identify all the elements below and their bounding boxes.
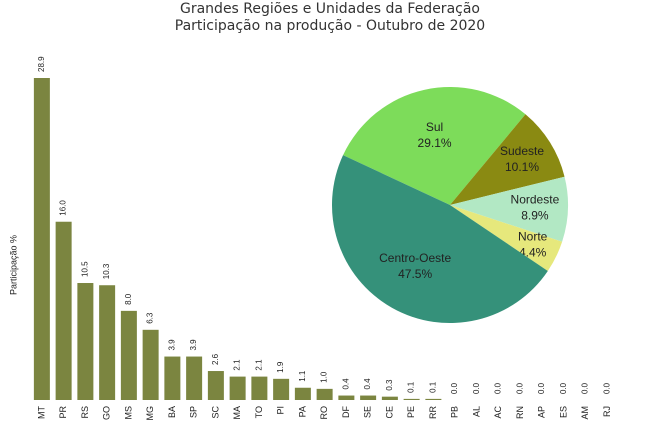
bar: [403, 398, 420, 400]
x-tick-label: SE: [363, 406, 373, 418]
x-tick-label: MG: [145, 406, 155, 421]
x-tick-label: AL: [471, 406, 481, 417]
x-tick-label: MS: [123, 406, 133, 420]
x-tick-label: BA: [167, 406, 177, 418]
x-tick-label: SP: [189, 406, 199, 418]
slice-value: 8.9%: [521, 208, 549, 222]
value-label: 3.9: [167, 339, 176, 351]
bar: [164, 356, 181, 400]
x-tick-label: SC: [210, 406, 220, 419]
bar: [360, 395, 377, 400]
value-label: 0.4: [341, 378, 350, 390]
x-tick-label: GO: [102, 406, 112, 420]
bar: [294, 387, 311, 400]
bar: [425, 398, 442, 400]
value-label: 0.0: [450, 382, 459, 394]
value-label: 10.5: [80, 261, 89, 277]
bar: [207, 371, 224, 400]
pie-slice: [450, 176, 568, 242]
slice-value: 4.4%: [519, 246, 547, 260]
x-tick-label: PE: [406, 406, 416, 418]
value-label: 8.0: [124, 293, 133, 305]
x-tick-label: TO: [254, 406, 264, 418]
value-label: 3.9: [189, 339, 198, 351]
x-tick-label: PR: [58, 406, 68, 419]
value-label: 0.3: [385, 379, 394, 391]
x-tick-label: PA: [297, 406, 307, 417]
value-label: 0.1: [407, 381, 416, 393]
value-label: 0.0: [537, 382, 546, 394]
value-label: 10.3: [102, 263, 111, 279]
pie-slice: [450, 114, 565, 205]
pie-slice: [332, 155, 548, 323]
value-label: 0.0: [559, 382, 568, 394]
x-tick-label: RS: [80, 406, 90, 419]
bar: [33, 78, 50, 400]
value-label: 1.9: [276, 361, 285, 373]
bar: [120, 310, 137, 400]
bar: [55, 221, 72, 400]
bar: [381, 396, 398, 400]
value-label: 0.0: [515, 382, 524, 394]
x-tick-label: CE: [384, 406, 394, 419]
bar: [142, 329, 159, 400]
bar: [229, 376, 246, 400]
value-label: 16.0: [59, 200, 68, 216]
bar: [338, 395, 355, 400]
value-label: 28.9: [37, 56, 46, 72]
bar: [186, 356, 203, 400]
x-tick-label: DF: [341, 406, 351, 418]
x-tick-label: PI: [276, 406, 286, 415]
value-label: 0.4: [363, 378, 372, 390]
slice-value: 29.1%: [418, 136, 452, 150]
x-tick-label: AP: [537, 406, 547, 418]
pie-slice: [450, 205, 563, 271]
x-tick-label: MT: [36, 406, 46, 419]
bar: [251, 376, 268, 400]
bar: [273, 378, 290, 400]
value-label: 0.1: [428, 381, 437, 393]
slice-value: 10.1%: [505, 160, 539, 174]
bar: [99, 285, 116, 400]
slice-value: 47.5%: [398, 267, 432, 281]
x-tick-label: AC: [493, 406, 503, 419]
value-label: 6.3: [146, 312, 155, 324]
x-tick-label: RR: [428, 406, 438, 419]
slice-label: Centro-Oeste: [379, 251, 451, 265]
slice-label: Sudeste: [500, 144, 544, 158]
y-axis-label: Participação %: [8, 235, 18, 295]
value-label: 0.0: [494, 382, 503, 394]
bar: [316, 388, 333, 400]
chart-subtitle: Participação na produção - Outubro de 20…: [175, 18, 485, 34]
value-label: 2.1: [233, 359, 242, 371]
value-label: 0.0: [472, 382, 481, 394]
x-tick-label: ES: [558, 406, 568, 418]
value-label: 2.1: [254, 359, 263, 371]
x-tick-label: PB: [450, 406, 460, 418]
x-tick-label: RN: [515, 406, 525, 419]
bar: [77, 283, 94, 400]
value-label: 1.1: [298, 370, 307, 382]
x-tick-label: MA: [232, 406, 242, 420]
slice-label: Nordeste: [511, 192, 560, 206]
value-label: 0.0: [602, 382, 611, 394]
x-tick-label: RO: [319, 406, 329, 420]
slice-label: Norte: [518, 230, 548, 244]
value-label: 1.0: [320, 371, 329, 383]
value-label: 0.0: [581, 382, 590, 394]
pie-slice: [343, 86, 526, 205]
chart-title: Grandes Regiões e Unidades da Federação: [180, 1, 480, 17]
x-tick-label: RJ: [602, 406, 612, 417]
slice-label: Sul: [426, 120, 443, 134]
value-label: 2.6: [211, 353, 220, 365]
x-tick-label: AM: [580, 406, 590, 420]
